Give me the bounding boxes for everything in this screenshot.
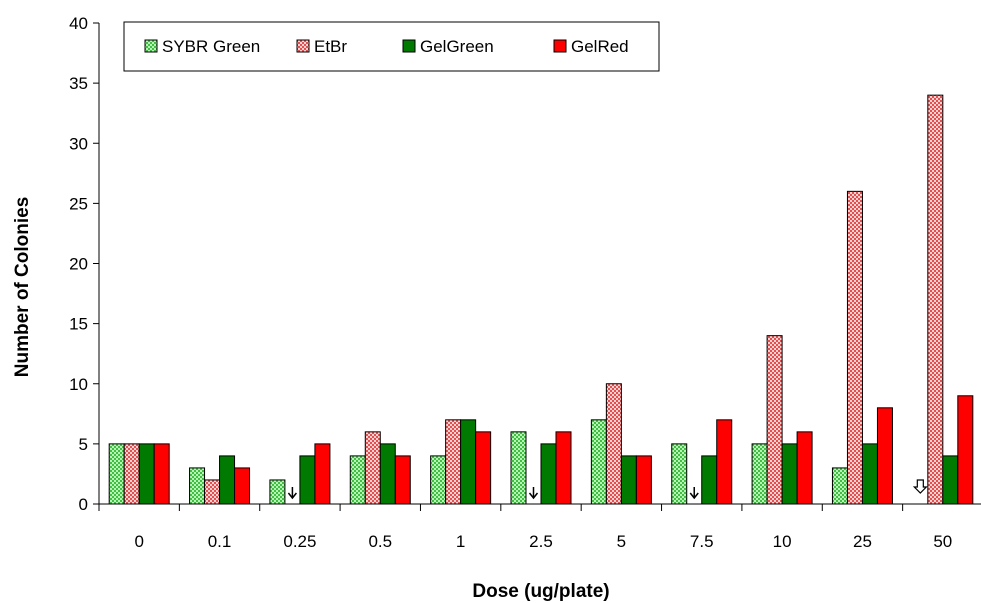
bar-gelred xyxy=(475,431,492,505)
bar-sybr-green xyxy=(590,419,607,505)
legend-swatch-etbr xyxy=(296,39,310,53)
down-arrow-icon xyxy=(689,487,699,500)
x-tick-label: 7.5 xyxy=(690,532,714,551)
bar-etbr xyxy=(846,190,863,505)
bar-sybr-green xyxy=(831,467,848,505)
bar-sybr-green xyxy=(751,443,768,505)
bar-sybr-green xyxy=(269,479,286,505)
x-tick-label: 2.5 xyxy=(529,532,553,551)
down-arrow-icon xyxy=(287,487,297,500)
bar-gelred xyxy=(876,407,893,505)
bar-gelred xyxy=(957,395,974,505)
bar-gelred xyxy=(153,443,170,505)
bar-sybr-green xyxy=(189,467,206,505)
hollow-down-arrow-icon xyxy=(912,479,928,494)
legend: SYBR Green EtBr GelGreen GelRed xyxy=(123,21,660,72)
y-tick-label: 40 xyxy=(69,14,88,33)
bar-etbr xyxy=(204,479,221,505)
legend-swatch-gelred xyxy=(553,39,567,53)
y-tick-label: 35 xyxy=(69,74,88,93)
x-tick-label: 5 xyxy=(617,532,626,551)
bar-sybr-green xyxy=(349,455,366,505)
bar-sybr-green xyxy=(671,443,688,505)
y-axis-title: Number of Colonies xyxy=(12,197,33,378)
bar-gelgreen xyxy=(942,455,959,505)
bar-etbr xyxy=(445,419,462,505)
x-tick-label: 0.5 xyxy=(368,532,392,551)
bar-etbr xyxy=(605,383,622,505)
bar-gelred xyxy=(716,419,733,505)
legend-label: EtBr xyxy=(314,37,347,56)
x-tick-label: 0 xyxy=(134,532,143,551)
bar-gelgreen xyxy=(781,443,798,505)
y-tick-label: 25 xyxy=(69,194,88,213)
legend-box xyxy=(123,21,660,72)
bar-gelgreen xyxy=(379,443,396,505)
bar-gelgreen xyxy=(540,443,557,505)
x-tick-label: 25 xyxy=(853,532,872,551)
x-tick-label: 1 xyxy=(456,532,465,551)
y-tick-label: 10 xyxy=(69,375,88,394)
bar-gelred xyxy=(635,455,652,505)
bar-gelgreen xyxy=(861,443,878,505)
legend-swatch-sybr-green xyxy=(144,39,158,53)
bar-sybr-green xyxy=(108,443,125,505)
bar-gelred xyxy=(234,467,251,505)
y-tick-label: 0 xyxy=(79,495,88,514)
bar-etbr xyxy=(766,335,783,505)
bar-gelgreen xyxy=(299,455,316,505)
marker-group xyxy=(287,479,928,500)
y-axis: 0 5 10 15 20 25 30 35 40 xyxy=(69,14,100,514)
bar-gelgreen xyxy=(701,455,718,505)
bar-etbr xyxy=(927,94,944,505)
y-tick-label: 30 xyxy=(69,134,88,153)
x-axis-title: Dose (ug/plate) xyxy=(472,581,609,602)
bar-etbr xyxy=(123,443,140,505)
x-tick-label: 0.1 xyxy=(208,532,232,551)
x-tick-label: 50 xyxy=(933,532,952,551)
bar-sybr-green xyxy=(430,455,447,505)
legend-label: SYBR Green xyxy=(162,37,260,56)
bar-gelred xyxy=(555,431,572,505)
bar-sybr-green xyxy=(510,431,527,505)
bar-gelgreen xyxy=(138,443,155,505)
x-tick-label: 10 xyxy=(773,532,792,551)
legend-label: GelGreen xyxy=(420,37,494,56)
y-tick-label: 15 xyxy=(69,315,88,334)
bar-gelgreen xyxy=(620,455,637,505)
bar-etbr xyxy=(364,431,381,505)
x-tick-label: 0.25 xyxy=(283,532,316,551)
bar-gelred xyxy=(314,443,331,505)
x-axis: 0 0.1 0.25 0.5 1 2.5 5 7.5 10 25 50 xyxy=(98,503,981,551)
y-tick-label: 5 xyxy=(79,435,88,454)
bar-gelred xyxy=(394,455,411,505)
legend-swatch-gelgreen xyxy=(402,39,416,53)
bar-series-group xyxy=(108,94,974,505)
y-tick-label: 20 xyxy=(69,255,88,274)
bar-gelgreen xyxy=(219,455,236,505)
bar-gelred xyxy=(796,431,813,505)
bar-gelgreen xyxy=(460,419,477,505)
down-arrow-icon xyxy=(528,487,539,500)
legend-label: GelRed xyxy=(571,37,629,56)
